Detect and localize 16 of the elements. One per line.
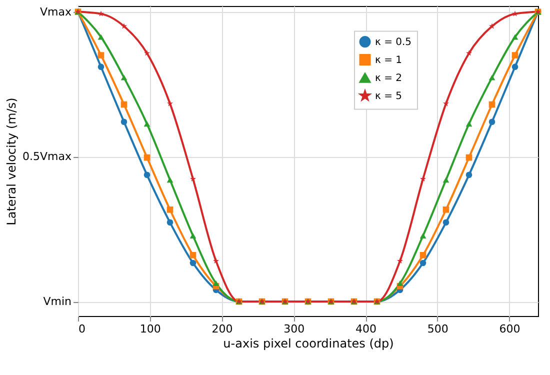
x-tick-label: 0 — [78, 322, 86, 336]
legend-label: κ = 0.5 — [375, 36, 412, 48]
legend-label: κ = 5 — [375, 90, 402, 102]
x-axis-title: u-axis pixel coordinates (dp) — [223, 336, 394, 350]
text: Vmax — [40, 5, 72, 18]
text: Vmin — [43, 295, 72, 308]
x-tick-label: 100 — [140, 322, 161, 336]
x-tick-label: 300 — [284, 322, 305, 336]
x-tick-label: 500 — [427, 322, 448, 336]
x-tick-label: 200 — [212, 322, 233, 336]
legend-label: κ = 2 — [375, 72, 402, 84]
legend-label: κ = 1 — [375, 54, 402, 66]
y-axis-title: Lateral velocity (m/s) — [4, 98, 19, 226]
x-tick-label: 600 — [499, 322, 520, 336]
x-tick-label: 400 — [356, 322, 376, 336]
text: 0.5Vmax — [22, 150, 72, 164]
